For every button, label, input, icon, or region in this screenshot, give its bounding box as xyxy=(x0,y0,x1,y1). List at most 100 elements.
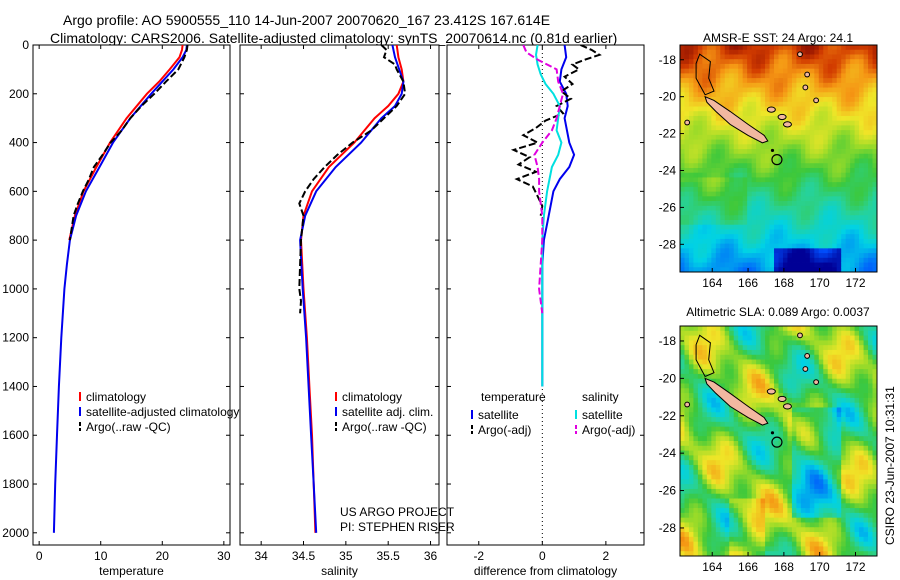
sla_map-cell xyxy=(818,532,824,538)
sst_map-cell xyxy=(827,186,833,193)
sla_map-cell xyxy=(814,402,820,408)
sst_map-cell xyxy=(818,205,824,211)
sla_map-island-loyalty xyxy=(766,388,776,395)
sst_map-cell xyxy=(863,59,869,65)
sla_map-cell xyxy=(814,551,820,556)
sst_map-cell xyxy=(791,59,797,65)
sla_map-cell xyxy=(841,488,847,495)
sst_map-cell xyxy=(841,248,847,254)
sla_map-cell xyxy=(760,393,766,399)
sst_map-cell xyxy=(868,78,873,84)
sst_map-cell xyxy=(841,182,847,188)
sst_map-cell xyxy=(774,101,779,107)
sla_map-cell xyxy=(702,474,708,480)
sst_map-cell xyxy=(697,248,703,254)
sla_map-cell xyxy=(711,417,717,423)
sst_map-cell xyxy=(845,139,851,145)
sst_map-cell xyxy=(715,224,721,230)
sst_map-cell xyxy=(697,63,703,70)
sla_map-cell xyxy=(715,326,721,332)
sla_map-cell xyxy=(684,349,690,356)
sla_map-cell xyxy=(720,551,726,556)
sla_map-cell xyxy=(809,474,815,480)
difference-xtick-label: 2 xyxy=(603,549,610,563)
sst_map-cell xyxy=(850,262,856,268)
sla_map-cell xyxy=(765,426,770,432)
sst_map-cell xyxy=(778,215,784,221)
sst_map-cell xyxy=(791,191,797,197)
sst_map-cell xyxy=(787,215,793,221)
sla_map-cell xyxy=(747,326,753,332)
sst_map-cell xyxy=(787,59,793,65)
sst_map-cell xyxy=(738,82,744,88)
sla_map-cell xyxy=(809,460,815,466)
sst_map-cell xyxy=(720,257,726,263)
sst_map-cell xyxy=(778,182,784,188)
sst_map-cell xyxy=(863,219,869,226)
sla_map-cell xyxy=(863,421,869,428)
sla_map-cell xyxy=(814,412,820,418)
sst_map-cell xyxy=(765,49,770,55)
sla_map-cell xyxy=(680,508,685,514)
sla_map-cell xyxy=(827,460,833,466)
sst_map-cell xyxy=(854,182,860,188)
sla_map-cell xyxy=(800,359,806,365)
sla_map-cell xyxy=(693,498,699,504)
sst_map-cell xyxy=(684,134,690,140)
sla_map-cell xyxy=(814,508,820,514)
sla_map-cell xyxy=(688,474,694,480)
sla_map-cell xyxy=(684,441,690,447)
sla_map-cell xyxy=(760,340,766,346)
sla_map-cell xyxy=(805,464,811,471)
sst_map-cell xyxy=(868,82,873,88)
sla_map-cell xyxy=(859,546,864,552)
sst_map-cell xyxy=(747,59,753,65)
sla_map-cell xyxy=(796,546,802,552)
sla_map-cell xyxy=(863,488,869,495)
sst_map-cell xyxy=(787,224,793,230)
sst_map-cell xyxy=(778,167,784,174)
sla_map-cell xyxy=(832,527,838,533)
sst_map-cell xyxy=(742,153,748,159)
sst_map-cell xyxy=(778,234,784,240)
sst_map-cell xyxy=(778,130,784,136)
sla_map-cell xyxy=(850,388,856,394)
sla_map-cell xyxy=(778,508,784,514)
sst_map-cell xyxy=(823,262,829,268)
sla_map-cell xyxy=(756,484,761,490)
sla_map-cell xyxy=(854,383,860,389)
sla_map-cell xyxy=(697,527,703,533)
sst_map-cell xyxy=(720,73,726,79)
sla_map-cell xyxy=(823,522,829,528)
sla_map-cell xyxy=(760,488,766,495)
sla_map-cell xyxy=(693,340,699,346)
sla_map-cell xyxy=(697,517,703,523)
sst_map-cell xyxy=(850,115,856,122)
sst_map-cell xyxy=(738,238,744,245)
sla_map-cell xyxy=(693,421,699,428)
sst_map-cell xyxy=(765,201,770,207)
sla_map-cell xyxy=(693,383,699,389)
sla_map-cell xyxy=(832,512,838,519)
sst_map-xtick-label: 166 xyxy=(738,276,758,290)
sst_map-cell xyxy=(702,262,708,268)
sst_map-cell xyxy=(868,130,873,136)
sst_map-cell xyxy=(841,167,847,174)
sla_map-cell xyxy=(818,349,824,356)
sst_map-cell xyxy=(760,163,766,169)
sst_map-cell xyxy=(724,139,730,145)
sla_map-cell xyxy=(774,541,779,547)
sla_map-cell xyxy=(769,383,775,389)
sst_map-cell xyxy=(769,229,775,235)
sla_map-cell xyxy=(733,503,739,509)
sst_map-cell xyxy=(787,257,793,263)
sla_map-cell xyxy=(814,536,820,543)
sla_map-cell xyxy=(765,326,770,332)
sst_map-cell xyxy=(720,248,726,254)
sst_map-cell xyxy=(791,234,797,240)
sst_map-cell xyxy=(720,134,726,140)
sst_map-cell xyxy=(760,125,766,131)
sla_map-cell xyxy=(854,335,860,341)
sla_map-cell xyxy=(805,421,811,428)
sla_map-cell xyxy=(742,522,748,528)
